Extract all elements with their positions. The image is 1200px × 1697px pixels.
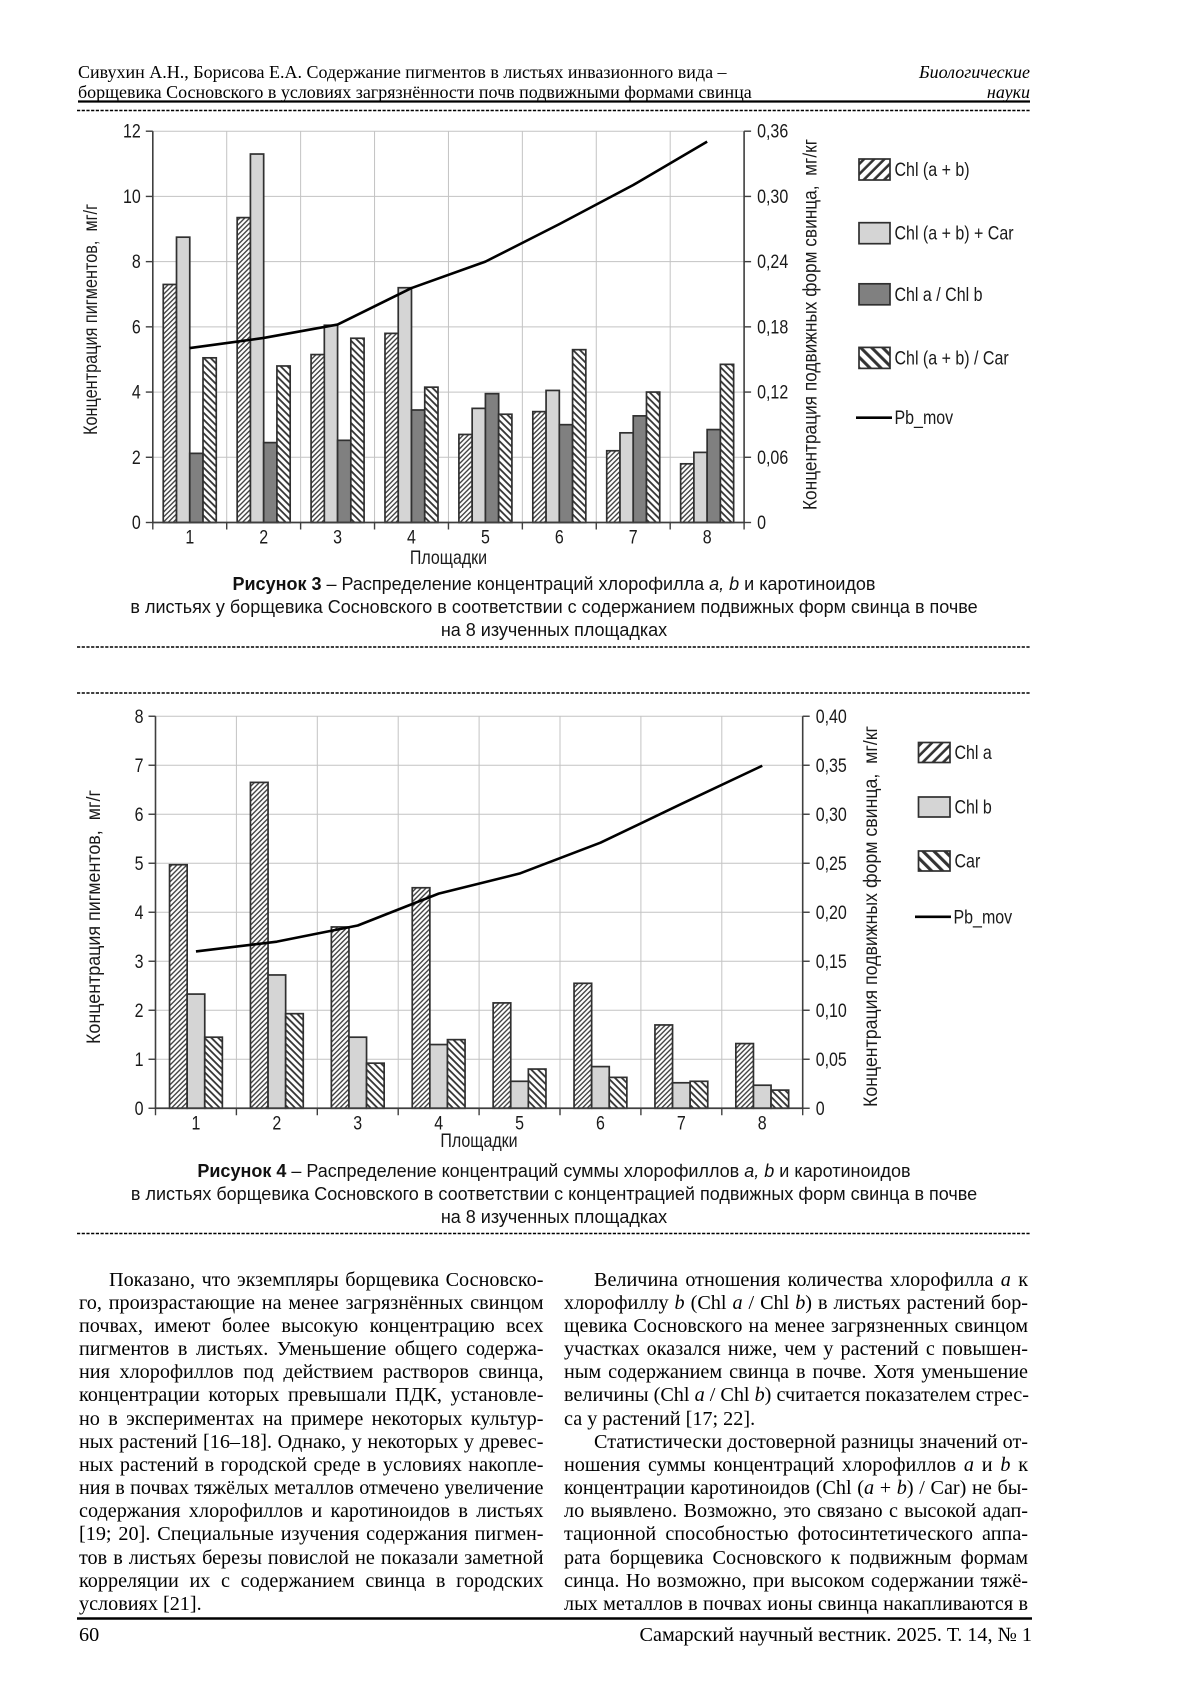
svg-text:2: 2 bbox=[135, 1000, 144, 1022]
svg-text:0,40: 0,40 bbox=[816, 706, 847, 728]
svg-text:0,18: 0,18 bbox=[757, 316, 788, 338]
svg-text:1: 1 bbox=[185, 527, 194, 549]
svg-text:1: 1 bbox=[192, 1112, 201, 1134]
svg-text:0,24: 0,24 bbox=[757, 251, 788, 273]
svg-text:0: 0 bbox=[135, 1098, 144, 1120]
svg-text:0,35: 0,35 bbox=[816, 755, 847, 777]
svg-text:7: 7 bbox=[677, 1112, 686, 1134]
svg-text:Chl a: Chl a bbox=[955, 742, 992, 764]
svg-text:12: 12 bbox=[123, 121, 141, 143]
svg-text:8: 8 bbox=[758, 1112, 767, 1134]
svg-text:Chl (a + b): Chl (a + b) bbox=[895, 159, 970, 181]
svg-text:6: 6 bbox=[555, 527, 564, 549]
svg-text:Площадки: Площадки bbox=[440, 1130, 517, 1152]
svg-text:1: 1 bbox=[135, 1049, 144, 1071]
svg-text:6: 6 bbox=[135, 804, 144, 826]
svg-text:Pb_mov: Pb_mov bbox=[954, 906, 1013, 928]
svg-text:0,05: 0,05 bbox=[816, 1049, 847, 1071]
svg-text:8: 8 bbox=[132, 251, 141, 273]
svg-text:8: 8 bbox=[135, 706, 144, 728]
svg-text:0,36: 0,36 bbox=[757, 121, 788, 143]
svg-text:0,30: 0,30 bbox=[816, 804, 847, 826]
svg-text:5: 5 bbox=[481, 527, 490, 549]
svg-text:0,10: 0,10 bbox=[816, 1000, 847, 1022]
svg-text:Chl (a + b) / Car: Chl (a + b) / Car bbox=[895, 347, 1010, 369]
svg-text:5: 5 bbox=[135, 853, 144, 875]
svg-text:7: 7 bbox=[629, 527, 638, 549]
svg-text:0,30: 0,30 bbox=[757, 186, 788, 208]
svg-text:6: 6 bbox=[596, 1112, 605, 1134]
svg-text:0,15: 0,15 bbox=[816, 951, 847, 973]
svg-text:10: 10 bbox=[123, 186, 141, 208]
svg-text:0,20: 0,20 bbox=[816, 902, 847, 924]
svg-text:7: 7 bbox=[135, 755, 144, 777]
svg-text:4: 4 bbox=[132, 382, 141, 404]
svg-text:Chl a / Chl b: Chl a / Chl b bbox=[895, 284, 983, 306]
svg-text:Концентрация пигментов, мг/г: Концентрация пигментов, мг/г bbox=[80, 204, 102, 435]
svg-text:Chl b: Chl b bbox=[955, 797, 992, 819]
svg-text:Chl (a + b) + Car: Chl (a + b) + Car bbox=[895, 223, 1014, 245]
svg-text:0,06: 0,06 bbox=[757, 447, 788, 469]
svg-text:4: 4 bbox=[135, 902, 144, 924]
svg-text:4: 4 bbox=[434, 1112, 443, 1134]
svg-text:Концентрация пигментов, мг/г: Концентрация пигментов, мг/г bbox=[83, 790, 105, 1044]
svg-text:6: 6 bbox=[132, 316, 141, 338]
svg-text:0: 0 bbox=[757, 512, 766, 534]
svg-text:Площадки: Площадки bbox=[410, 547, 487, 569]
svg-text:3: 3 bbox=[353, 1112, 362, 1134]
svg-text:8: 8 bbox=[703, 527, 712, 549]
svg-text:0: 0 bbox=[816, 1098, 825, 1120]
svg-text:2: 2 bbox=[272, 1112, 281, 1134]
svg-text:0,12: 0,12 bbox=[757, 382, 788, 404]
svg-text:3: 3 bbox=[333, 527, 342, 549]
svg-text:Концентрация подвижных форм св: Концентрация подвижных форм свинца, мг/к… bbox=[860, 726, 882, 1107]
svg-text:Pb_mov: Pb_mov bbox=[895, 407, 954, 429]
svg-text:Концентрация подвижных форм св: Концентрация подвижных форм свинца, мг/к… bbox=[800, 139, 822, 510]
svg-text:Car: Car bbox=[955, 851, 981, 873]
svg-text:0,25: 0,25 bbox=[816, 853, 847, 875]
svg-text:4: 4 bbox=[407, 527, 416, 549]
svg-text:2: 2 bbox=[259, 527, 268, 549]
svg-text:2: 2 bbox=[132, 447, 141, 469]
svg-text:0: 0 bbox=[132, 512, 141, 534]
svg-text:3: 3 bbox=[135, 951, 144, 973]
svg-text:5: 5 bbox=[515, 1112, 524, 1134]
